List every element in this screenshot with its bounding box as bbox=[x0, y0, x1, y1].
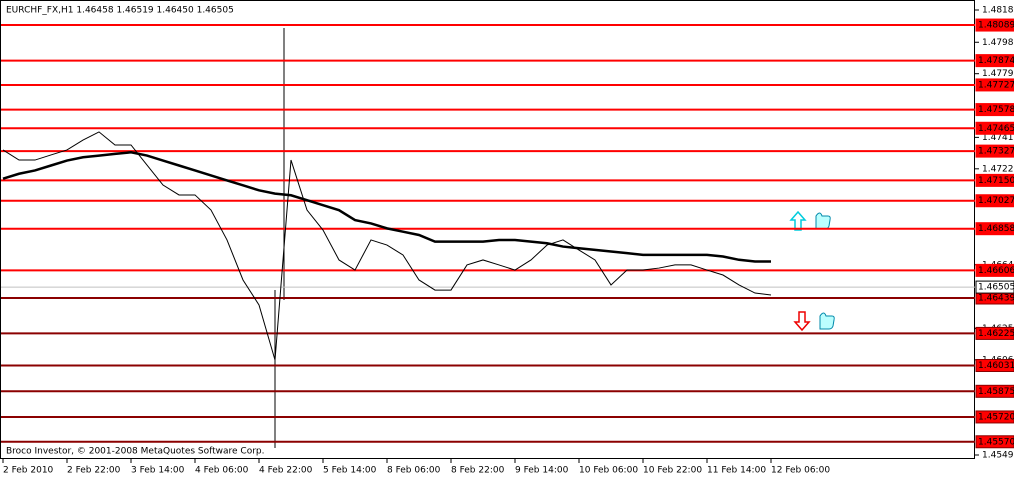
level-label-box bbox=[975, 103, 1014, 117]
y-tick-label: 1.47220 bbox=[982, 164, 1014, 174]
x-tick-label: 12 Feb 06:00 bbox=[771, 466, 830, 476]
x-tick-label: 8 Feb 22:00 bbox=[451, 466, 505, 476]
x-tick-label: 2 Feb 2010 bbox=[3, 466, 54, 476]
moving-average bbox=[2, 151, 771, 263]
level-label: 1.47727 bbox=[978, 80, 1014, 90]
level-label-box bbox=[975, 326, 1014, 340]
level-label-box bbox=[975, 222, 1014, 236]
level-label: 1.45720 bbox=[978, 412, 1014, 422]
x-tick-label: 9 Feb 14:00 bbox=[515, 466, 569, 476]
chart-title: EURCHF_FX,H1 1.46458 1.46519 1.46450 1.4… bbox=[6, 6, 234, 16]
x-tick-label: 8 Feb 06:00 bbox=[387, 466, 441, 476]
level-label: 1.48089 bbox=[978, 21, 1014, 31]
level-label-box bbox=[975, 263, 1014, 277]
level-label-box bbox=[975, 121, 1014, 135]
y-tick-label: 1.47795 bbox=[982, 69, 1014, 79]
y-tick-label: 1.48180 bbox=[982, 6, 1014, 16]
level-label-box bbox=[975, 194, 1014, 208]
level-label: 1.47027 bbox=[978, 196, 1014, 206]
y-tick-label: 1.45490 bbox=[982, 451, 1014, 461]
y-tick-label: 1.47985 bbox=[982, 38, 1014, 48]
level-label: 1.47578 bbox=[978, 105, 1014, 115]
level-label: 1.45570 bbox=[978, 437, 1014, 447]
x-tick-label: 2 Feb 22:00 bbox=[67, 466, 121, 476]
x-tick-label: 11 Feb 14:00 bbox=[707, 466, 766, 476]
x-tick-label: 5 Feb 14:00 bbox=[323, 466, 377, 476]
level-label: 1.47465 bbox=[978, 124, 1014, 134]
level-label-box bbox=[975, 18, 1014, 32]
current-price-label: 1.46505 bbox=[978, 283, 1014, 293]
level-label-box bbox=[975, 435, 1014, 449]
level-label: 1.46439 bbox=[978, 294, 1014, 304]
level-label-box bbox=[975, 410, 1014, 424]
level-label: 1.46858 bbox=[978, 224, 1014, 234]
level-label-box bbox=[975, 78, 1014, 92]
y-tick-label: 1.47410 bbox=[982, 133, 1014, 143]
level-label-box bbox=[975, 54, 1014, 68]
level-label-box bbox=[975, 359, 1014, 373]
level-label-box bbox=[975, 173, 1014, 187]
current-price-box bbox=[975, 280, 1014, 294]
level-label: 1.46606 bbox=[978, 266, 1014, 276]
level-label: 1.47327 bbox=[978, 147, 1014, 157]
level-label: 1.45875 bbox=[978, 387, 1014, 397]
level-label: 1.47874 bbox=[978, 56, 1014, 66]
footer: Broco Investor, © 2001-2008 MetaQuotes S… bbox=[6, 447, 265, 457]
level-label-box bbox=[975, 384, 1014, 398]
x-tick-label: 4 Feb 06:00 bbox=[195, 466, 249, 476]
x-tick-label: 3 Feb 14:00 bbox=[131, 466, 185, 476]
level-label-box bbox=[975, 144, 1014, 158]
level-label: 1.46031 bbox=[978, 361, 1014, 371]
x-tick-label: 4 Feb 22:00 bbox=[259, 466, 313, 476]
arrow-down bbox=[793, 311, 835, 332]
price-line bbox=[2, 131, 772, 361]
arrow-up bbox=[789, 210, 831, 231]
x-tick-label: 10 Feb 22:00 bbox=[643, 466, 702, 476]
x-tick-label: 10 Feb 06:00 bbox=[579, 466, 638, 476]
level-label: 1.47150 bbox=[978, 176, 1014, 186]
level-label: 1.46225 bbox=[978, 329, 1014, 339]
